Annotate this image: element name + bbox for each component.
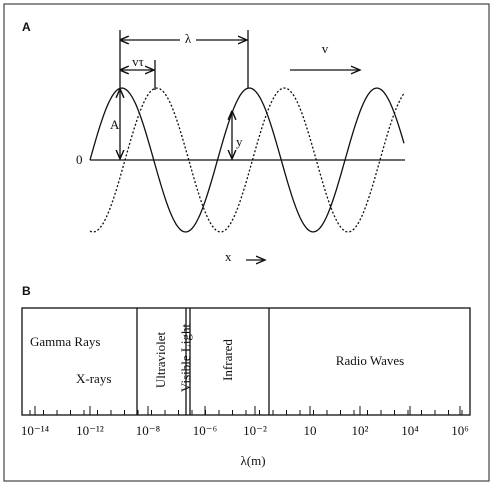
velocity-label: v (322, 41, 329, 56)
displacement-label: y (236, 134, 243, 149)
region-label: Infrared (220, 339, 235, 381)
region-label: X-rays (76, 371, 111, 386)
region-label: Ultraviolet (153, 331, 168, 388)
panel-label: A (22, 20, 31, 34)
panel-label: B (22, 284, 31, 298)
axis-label: λ(m) (240, 453, 265, 468)
tick-label: 10⁻⁸ (136, 423, 161, 438)
wave-dashed (89, 87, 405, 233)
ticks: 10⁻¹⁴ 10⁻¹² 10⁻⁸ 10⁻⁶ 10⁻² 10 10² 10⁴ 10⁶ (21, 406, 469, 438)
tick-label: 10⁻¹⁴ (21, 423, 50, 438)
frame (3, 3, 490, 482)
tick-label: 10⁻⁶ (193, 423, 217, 438)
x-label: x (225, 249, 232, 264)
tick-label: 10⁻¹² (76, 423, 104, 438)
region-label: Visible Light (178, 324, 193, 393)
wavelength-label: λ (185, 31, 192, 46)
tick-label: 10⁻² (243, 423, 267, 438)
tick-label: 10² (352, 423, 369, 438)
tick-label: 10⁴ (401, 423, 419, 438)
amplitude-label: A (110, 117, 120, 132)
shift-label: vτ (132, 54, 144, 69)
origin-label: 0 (76, 152, 83, 167)
tick-label: 10 (304, 423, 317, 438)
region-label: Radio Waves (336, 353, 404, 368)
region-label: Gamma Rays (30, 334, 100, 349)
tick-label: 10⁶ (451, 423, 469, 438)
wave-solid (89, 87, 405, 233)
